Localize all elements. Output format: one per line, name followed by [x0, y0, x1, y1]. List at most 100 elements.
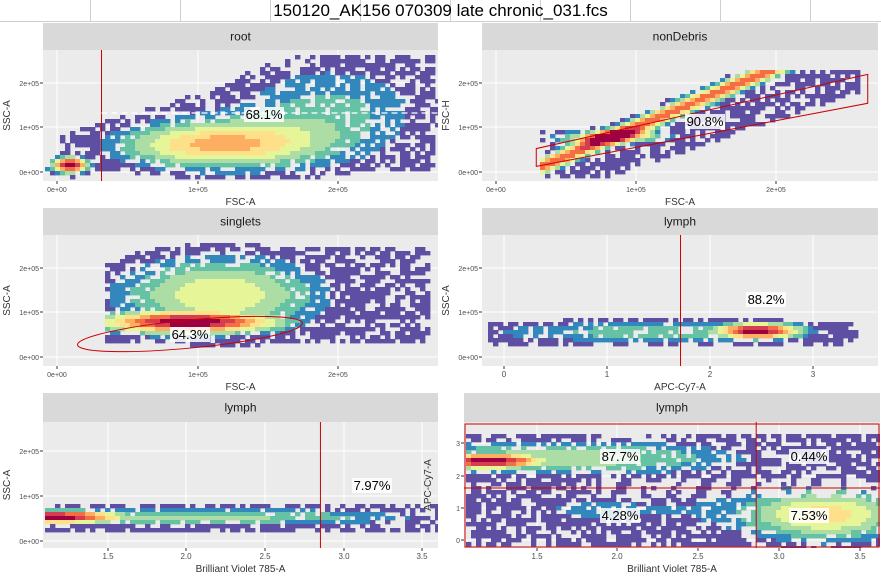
- density-cell: [555, 146, 561, 151]
- density-cell: [105, 131, 111, 136]
- density-cell: [471, 466, 477, 471]
- density-cell: [756, 470, 762, 475]
- density-cell: [486, 450, 492, 455]
- density-cell: [775, 82, 781, 87]
- density-cell: [225, 275, 231, 280]
- density-cell: [260, 139, 266, 144]
- density-cell: [225, 303, 231, 308]
- density-cell: [621, 474, 627, 479]
- density-cell: [175, 528, 181, 533]
- density-cell: [235, 516, 241, 521]
- density-cell: [750, 70, 756, 75]
- density-cell: [826, 434, 832, 439]
- density-cell: [385, 291, 391, 296]
- density-cell: [340, 251, 346, 256]
- density-cell: [395, 55, 401, 60]
- density-cell: [290, 79, 296, 84]
- density-cell: [743, 326, 749, 331]
- density-cell: [145, 163, 151, 168]
- density-cell: [310, 131, 316, 136]
- density-cell: [600, 162, 606, 167]
- density-cell: [380, 103, 386, 108]
- density-cell: [225, 243, 231, 248]
- density-cell: [605, 134, 611, 139]
- density-cell: [738, 334, 744, 339]
- density-cell: [320, 315, 326, 320]
- density-cell: [415, 159, 421, 164]
- density-cell: [135, 287, 141, 292]
- density-cell: [145, 135, 151, 140]
- density-cell: [325, 63, 331, 68]
- density-cell: [280, 247, 286, 252]
- density-cell: [310, 71, 316, 76]
- density-cell: [335, 107, 341, 112]
- density-cell: [651, 506, 657, 511]
- density-cell: [220, 307, 226, 312]
- density-cell: [375, 123, 381, 128]
- density-cell: [410, 87, 416, 92]
- density-cell: [606, 466, 612, 471]
- density-cell: [648, 330, 654, 335]
- density-cell: [180, 319, 186, 324]
- density-cell: [740, 90, 746, 95]
- density-cell: [375, 115, 381, 120]
- density-cell: [686, 498, 692, 503]
- density-cell: [75, 159, 81, 164]
- density-cell: [385, 155, 391, 160]
- density-cell: [175, 135, 181, 140]
- density-cell: [200, 516, 206, 521]
- density-cell: [220, 171, 226, 176]
- x-axis-label: FSC-A: [226, 197, 256, 208]
- density-cell: [365, 315, 371, 320]
- density-cell: [755, 78, 761, 83]
- density-cell: [350, 311, 356, 316]
- density-cell: [630, 126, 636, 131]
- density-cell: [716, 434, 722, 439]
- density-cell: [595, 162, 601, 167]
- density-cell: [230, 123, 236, 128]
- density-cell: [580, 142, 586, 147]
- density-cell: [275, 95, 281, 100]
- density-cell: [335, 307, 341, 312]
- density-cell: [541, 470, 547, 475]
- density-cell: [195, 524, 201, 529]
- density-cell: [576, 434, 582, 439]
- density-cell: [603, 338, 609, 343]
- density-cell: [255, 311, 261, 316]
- density-cell: [831, 498, 837, 503]
- density-cell: [325, 55, 331, 60]
- density-cell: [250, 155, 256, 160]
- density-cell: [315, 131, 321, 136]
- density-cell: [680, 94, 686, 99]
- density-cell: [676, 498, 682, 503]
- density-cell: [210, 275, 216, 280]
- density-cell: [155, 279, 161, 284]
- density-cell: [370, 263, 376, 268]
- density-cell: [215, 259, 221, 264]
- density-cell: [375, 339, 381, 344]
- density-cell: [335, 512, 341, 517]
- density-cell: [335, 508, 341, 513]
- density-cell: [405, 107, 411, 112]
- density-cell: [300, 251, 306, 256]
- title-divider: [90, 0, 91, 21]
- density-cell: [135, 315, 141, 320]
- density-cell: [145, 315, 151, 320]
- density-cell: [698, 330, 704, 335]
- density-cell: [380, 147, 386, 152]
- density-cell: [370, 167, 376, 172]
- density-cell: [315, 127, 321, 132]
- density-cell: [170, 139, 176, 144]
- density-cell: [280, 171, 286, 176]
- density-cell: [718, 326, 724, 331]
- density-cell: [325, 83, 331, 88]
- density-cell: [285, 143, 291, 148]
- density-cell: [180, 123, 186, 128]
- density-cell: [671, 494, 677, 499]
- density-cell: [370, 63, 376, 68]
- facet-strip-label: singlets: [220, 215, 261, 229]
- density-cell: [240, 255, 246, 260]
- density-cell: [275, 75, 281, 80]
- density-cell: [185, 103, 191, 108]
- density-cell: [100, 143, 106, 148]
